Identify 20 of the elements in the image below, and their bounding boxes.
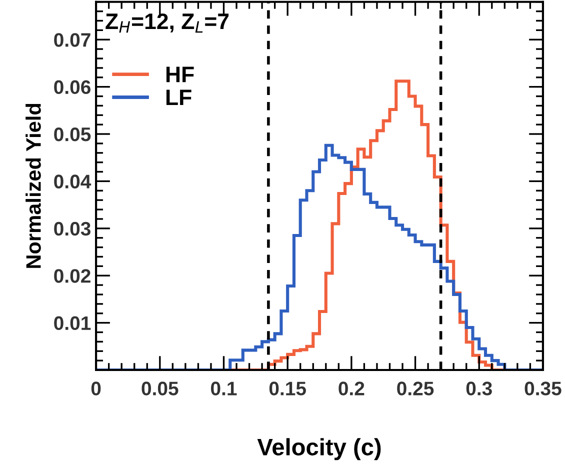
x-tick-label: 0.05 xyxy=(142,382,178,396)
y-tick-label: 0.05 xyxy=(54,127,91,142)
y-tick-label: 0.07 xyxy=(54,33,90,47)
x-tick-label: 0.2 xyxy=(338,382,364,396)
x-tick-label: 0.25 xyxy=(397,382,434,396)
x-tick-label: 0.3 xyxy=(466,382,492,396)
y-tick-label: 0.02 xyxy=(54,269,90,283)
x-tick-label: 0.1 xyxy=(210,382,237,396)
y-tick-label: 0.03 xyxy=(54,222,90,236)
x-tick-label: 0 xyxy=(91,382,101,396)
legend-label: LF xyxy=(166,90,192,106)
y-axis-title: Normalized Yield xyxy=(26,104,41,268)
annotation: Z$_{H}$=12, Z$_{L}$=7 xyxy=(106,13,229,33)
y-tick-label: 0.01 xyxy=(54,316,91,330)
x-axis-title: Velocity (c) xyxy=(257,438,381,460)
legend-label: HF xyxy=(166,66,194,82)
x-tick-label: 0.35 xyxy=(524,382,562,396)
x-tick-label: 0.15 xyxy=(269,382,306,396)
y-tick-label: 0.04 xyxy=(54,174,92,188)
y-tick-label: 0.06 xyxy=(54,80,90,94)
